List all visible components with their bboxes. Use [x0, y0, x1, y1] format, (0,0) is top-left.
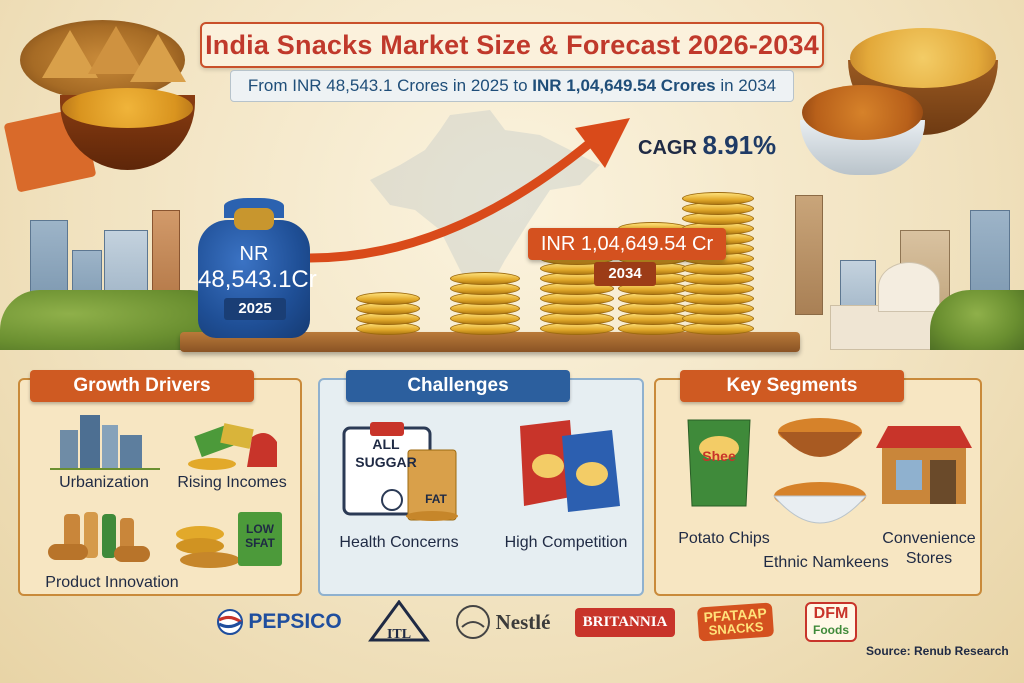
coin-stack [356, 289, 420, 335]
coin-stack [682, 189, 754, 335]
challenges-header: Challenges [346, 370, 570, 402]
segment-convenience: Convenience [882, 530, 976, 547]
challenge-high-competition: High Competition [504, 534, 628, 551]
title-banner: India Snacks Market Size & Forecast 2026… [200, 22, 824, 68]
chips-packets-icon [520, 420, 620, 512]
nestle-nest-icon [455, 605, 490, 639]
end-year-badge: 2034 [594, 262, 656, 286]
nestle-logo: Nestlé [442, 598, 562, 646]
dfm-foods-logo: DFM Foods [796, 598, 866, 646]
low-fat-badge-line1: LOW [246, 522, 274, 536]
low-fat-badge-line2: SFAT [245, 536, 275, 550]
segment-ethnic-namkeens: Ethnic Namkeens [763, 554, 889, 571]
svg-text:ITL: ITL [387, 627, 411, 642]
subtitle: From INR 48,543.1 Crores in 2025 to INR … [247, 76, 777, 95]
prataap-snacks-logo: PFATAAP SNACKS [688, 598, 784, 646]
peanut-bowl-icon [772, 482, 868, 524]
driver-rising-incomes: Rising Incomes [177, 474, 287, 491]
start-value: 48,543.1Cr [198, 266, 317, 293]
clipboard-text-line1: ALL [372, 436, 400, 452]
growth-arrow-icon [305, 118, 630, 263]
cagr-label: CAGR 8.91% [638, 130, 777, 160]
convenience-store-icon [876, 426, 972, 504]
monument-tower [795, 195, 823, 315]
pepsico-logo: PEPSICO [206, 598, 352, 646]
start-value-prefix: NR [239, 243, 269, 265]
coin [450, 272, 520, 285]
trees-right [930, 290, 1024, 350]
namkeen-bowl-icon [778, 418, 862, 457]
subtitle-banner: From INR 48,543.1 Crores in 2025 to INR … [230, 70, 794, 102]
growth-drivers-panel: Growth Drivers Urbanization Rising Incom… [18, 370, 302, 596]
india-map-silhouette [370, 110, 600, 305]
samosa-plate-image [20, 20, 186, 100]
driver-product-innovation: Product Innovation [45, 574, 179, 591]
segment-potato-chips: Potato Chips [678, 530, 770, 547]
challenge-health-concerns: Health Concerns [339, 534, 459, 551]
coin [682, 192, 754, 205]
healthy-snacks-icon [176, 512, 282, 568]
itc-logo: ITL [364, 598, 434, 646]
end-value-badge: INR 1,04,649.54 Cr [528, 228, 726, 260]
coin-stack [450, 269, 520, 335]
segment-stores: Stores [905, 550, 953, 567]
start-year-badge: 2025 [224, 298, 286, 320]
key-segments-panel: Key Segments Shee Potato Chips Ethnic Na… [654, 370, 982, 596]
money-bag-icon: NR 48,543.1Cr 2025 [198, 198, 317, 338]
potato-chips-bag-icon [687, 419, 751, 507]
stage-platform [180, 332, 800, 352]
clipboard-text-line2: SUGGAR [355, 454, 417, 470]
itc-mark-icon: ITL [368, 600, 430, 642]
driver-urbanization: Urbanization [59, 474, 149, 491]
challenges-panel: Challenges ALL SUGGAR FAT Health Concern… [318, 370, 644, 596]
coin [356, 292, 420, 305]
clipboard-icon [342, 422, 458, 521]
key-segments-header: Key Segments [680, 370, 904, 402]
britannia-logo: BRITANNIA [574, 598, 676, 646]
money-bags-icon [188, 423, 277, 470]
cagr-value: 8.91% [702, 130, 777, 160]
fat-label: FAT [425, 492, 447, 506]
growth-drivers-header: Growth Drivers [30, 370, 254, 402]
page-title: India Snacks Market Size & Forecast 2026… [205, 29, 819, 60]
snack-rolls-icon [48, 512, 150, 562]
pepsico-globe-icon [217, 609, 244, 635]
city-buildings-icon [50, 415, 160, 470]
source-credit: Source: Renub Research [866, 644, 1009, 658]
palace-dome [878, 262, 940, 312]
chip-bag-label: Shee [702, 448, 736, 464]
